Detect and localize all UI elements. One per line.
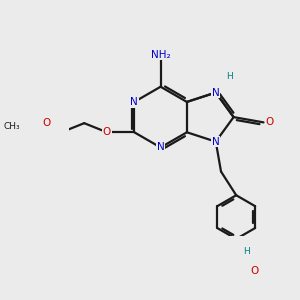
Text: O: O — [266, 117, 274, 128]
Text: H: H — [226, 72, 233, 81]
Text: O: O — [103, 127, 111, 137]
Text: N: N — [212, 88, 220, 98]
Text: CH₃: CH₃ — [4, 122, 20, 131]
Text: NH₂: NH₂ — [151, 50, 170, 60]
Text: O: O — [42, 118, 50, 128]
Text: H: H — [244, 247, 250, 256]
Text: N: N — [157, 142, 164, 152]
Text: O: O — [250, 266, 259, 276]
Text: N: N — [212, 137, 220, 147]
Text: N: N — [130, 97, 138, 107]
